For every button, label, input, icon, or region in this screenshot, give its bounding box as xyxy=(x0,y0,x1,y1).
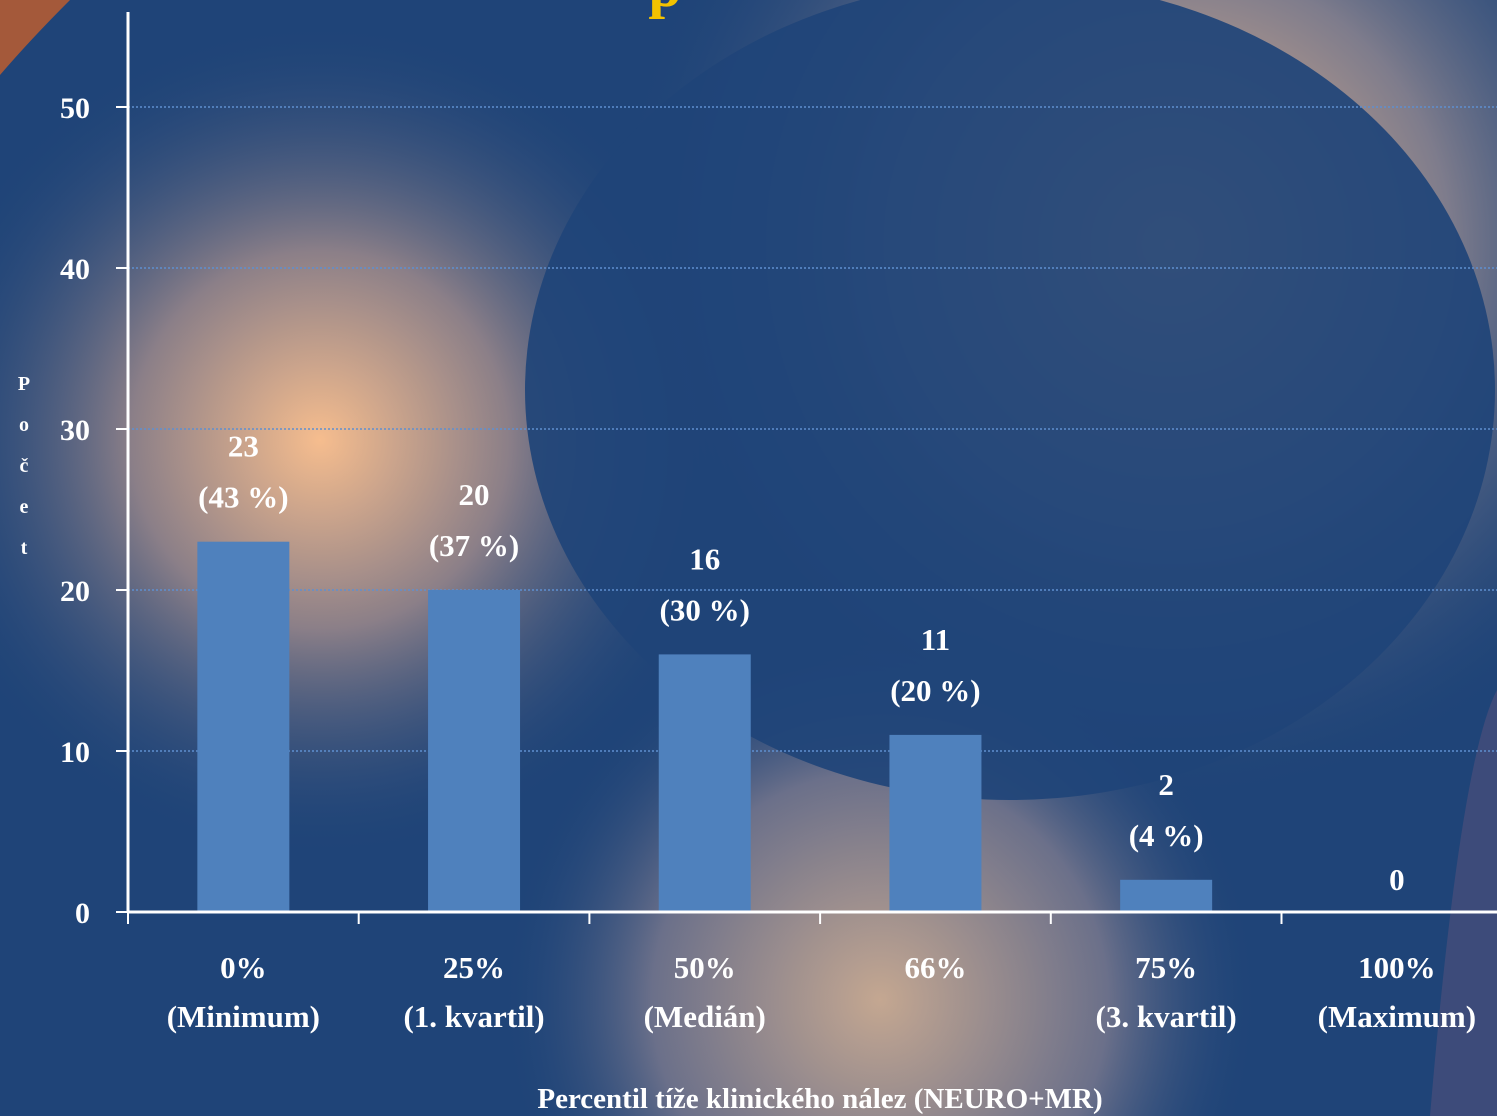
x-tick-label-4-0: 75% xyxy=(1135,950,1197,985)
data-label-3-0: 11 xyxy=(921,622,950,657)
y-tick-label-20: 20 xyxy=(60,575,90,608)
y-axis-title-letter-0: P xyxy=(18,373,30,395)
y-tick-label-40: 40 xyxy=(60,253,90,286)
data-label-2-0: 16 xyxy=(689,541,720,576)
x-tick-label-2-1: (Medián) xyxy=(644,999,766,1034)
bar-0 xyxy=(197,541,290,912)
chart-title: p xyxy=(648,0,681,19)
y-axis-title-letter-1: o xyxy=(19,414,29,436)
data-label-4-1: (4 %) xyxy=(1129,818,1204,853)
data-label-3-1: (20 %) xyxy=(890,673,980,708)
x-tick-label-1-0: 25% xyxy=(443,950,505,985)
bar-1 xyxy=(428,590,521,912)
data-label-0-0: 23 xyxy=(228,429,259,464)
y-axis-title-letter-3: e xyxy=(20,496,29,518)
data-label-4-0: 2 xyxy=(1158,767,1174,802)
x-tick-label-3-0: 66% xyxy=(904,950,966,985)
data-label-5-0: 0 xyxy=(1389,862,1405,897)
y-tick-label-10: 10 xyxy=(60,736,90,769)
gridlines xyxy=(128,106,1497,752)
x-tick-label-2-0: 50% xyxy=(674,950,736,985)
bar-3 xyxy=(889,734,982,912)
x-tick-label-0-1: (Minimum) xyxy=(167,999,320,1034)
x-tick-label-1-1: (1. kvartil) xyxy=(403,999,544,1034)
data-label-0-1: (43 %) xyxy=(198,480,288,515)
axes xyxy=(116,12,1497,924)
x-tick-label-4-1: (3. kvartil) xyxy=(1096,999,1237,1034)
y-tick-label-0: 0 xyxy=(75,897,90,930)
y-axis-title-letter-2: č xyxy=(20,455,29,477)
x-tick-label-5-0: 100% xyxy=(1358,950,1436,985)
data-label-1-0: 20 xyxy=(459,477,490,512)
bar-2 xyxy=(658,654,751,912)
y-axis-title-letter-4: t xyxy=(21,537,28,559)
x-tick-label-5-1: (Maximum) xyxy=(1318,999,1476,1034)
bar-4 xyxy=(1120,879,1213,912)
x-tick-label-0-0: 0% xyxy=(220,950,267,985)
y-tick-label-30: 30 xyxy=(60,414,90,447)
x-axis-title: Percentil tíže klinického nález (NEURO+M… xyxy=(537,1083,1102,1115)
data-label-1-1: (37 %) xyxy=(429,528,519,563)
y-tick-label-50: 50 xyxy=(60,92,90,125)
data-label-2-1: (30 %) xyxy=(660,592,750,627)
bars xyxy=(197,541,1213,912)
